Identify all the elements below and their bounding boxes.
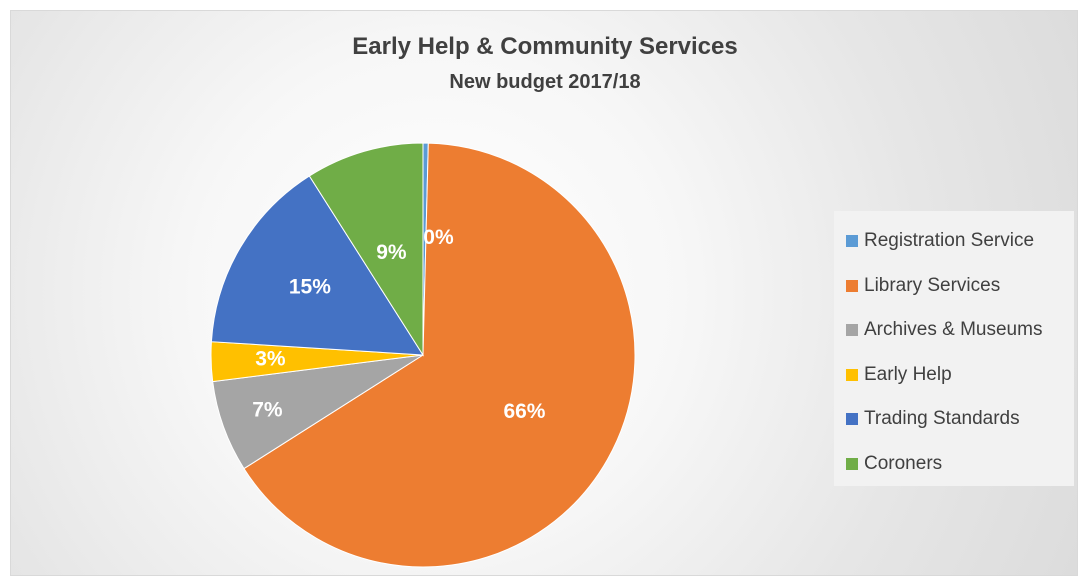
data-label-early-help: 3% <box>255 347 286 370</box>
legend-item-library-services: Library Services <box>846 264 1074 309</box>
data-label-library-services: 66% <box>503 400 545 423</box>
pie-slice-trading-standards <box>210 175 424 356</box>
legend-item-trading-standards: Trading Standards <box>846 397 1074 442</box>
legend-swatch <box>846 368 858 381</box>
data-label-archives-and-museums: 7% <box>252 399 283 422</box>
legend-swatch <box>846 279 858 292</box>
data-label-registration-service: 0% <box>423 226 454 249</box>
legend-swatch <box>846 413 858 426</box>
legend-label: Library Services <box>864 274 1001 296</box>
chart-title: Early Help & Community Services <box>352 33 738 60</box>
legend-swatch <box>846 324 858 337</box>
legend-item-archives-and-museums: Archives & Museums <box>846 308 1074 353</box>
chart-subtitle: New budget 2017/18 <box>449 71 641 93</box>
legend-swatch <box>846 235 858 248</box>
legend-label: Early Help <box>864 363 952 385</box>
legend-item-early-help: Early Help <box>846 353 1074 398</box>
legend-swatch <box>846 457 858 470</box>
chart-area: Early Help & Community Services New budg… <box>10 10 1078 576</box>
data-label-coroners: 9% <box>376 241 407 264</box>
data-label-trading-standards: 15% <box>289 276 331 299</box>
pie-chart: 0% 66% 7% 3% 15% 9% <box>210 142 636 568</box>
pie-data-labels: 0% 66% 7% 3% 15% 9% <box>252 226 546 423</box>
pie-slice-library-services <box>243 142 636 568</box>
legend-label: Trading Standards <box>864 408 1020 430</box>
legend-item-registration-service: Registration Service <box>846 219 1074 264</box>
pie-slices <box>210 142 636 568</box>
legend-label: Coroners <box>864 452 943 474</box>
chart-legend: Registration Service Library Services Arch… <box>834 211 1074 486</box>
pie-slice-coroners <box>308 142 424 357</box>
legend-label: Registration Service <box>864 230 1035 252</box>
legend-label: Archives & Museums <box>864 319 1043 341</box>
legend-item-coroners: Coroners <box>846 442 1074 487</box>
